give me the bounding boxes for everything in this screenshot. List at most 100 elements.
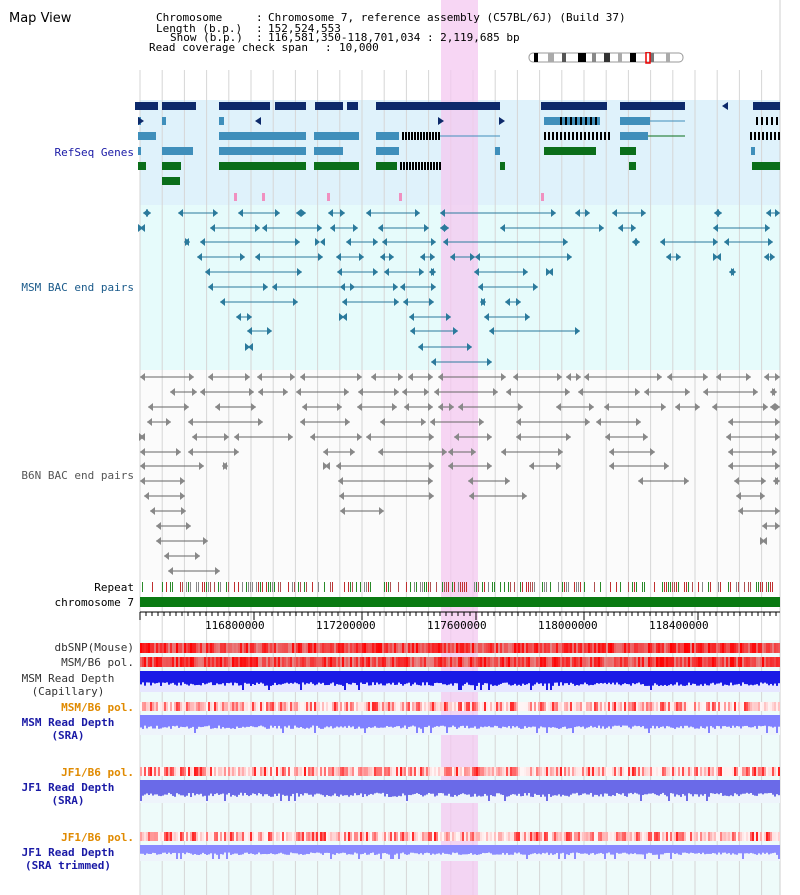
gene-feature — [620, 102, 685, 110]
heat-cell — [212, 702, 214, 711]
bac-end — [398, 373, 403, 381]
heat-cell — [202, 657, 204, 667]
chromosome-ideogram[interactable] — [528, 52, 686, 64]
track-label-msm-bac[interactable]: MSM BAC end pairs — [21, 281, 134, 294]
heat-cell — [720, 657, 722, 667]
depth-bar — [524, 780, 526, 794]
track-label-jf1-pol-2[interactable]: JF1/B6 pol. — [61, 831, 134, 844]
bac-end — [394, 388, 399, 396]
track-label-chromosome[interactable]: chromosome 7 — [54, 596, 134, 609]
track-label-jf1-pol[interactable]: JF1/B6 pol. — [61, 766, 134, 779]
track-label-dbsnp[interactable]: dbSNP(Mouse) — [54, 641, 134, 654]
bac-end — [389, 253, 394, 261]
bac-end — [379, 507, 384, 515]
track-label-msm-pol-2[interactable]: MSM/B6 pol. — [61, 701, 134, 714]
heat-cell — [718, 767, 720, 776]
heat-cell — [682, 832, 684, 841]
depth-bar — [632, 715, 634, 727]
heat-cell — [526, 702, 528, 711]
depth-bar — [460, 845, 462, 855]
heat-cell — [568, 832, 570, 841]
heat-cell — [550, 767, 552, 776]
depth-bar — [362, 671, 364, 684]
bac-end — [643, 433, 648, 441]
depth-bar — [718, 671, 720, 684]
heat-cell — [608, 657, 610, 667]
depth-bar — [542, 780, 544, 795]
heat-cell — [376, 767, 378, 776]
depth-bar — [616, 715, 618, 726]
track-label-repeat[interactable]: Repeat — [94, 581, 134, 594]
depth-bar — [306, 845, 308, 854]
depth-bar — [412, 671, 414, 685]
depth-bar — [356, 780, 358, 796]
selection-highlight[interactable] — [441, 0, 478, 895]
track-label-refseq[interactable]: RefSeq Genes — [54, 146, 134, 159]
depth-bar — [434, 715, 436, 727]
bac-end — [380, 253, 385, 261]
heat-cell — [602, 702, 604, 711]
bac-end — [339, 313, 344, 321]
heat-cell — [342, 832, 344, 841]
depth-bar — [614, 715, 616, 726]
heat-cell — [556, 643, 558, 653]
depth-bar — [666, 845, 668, 853]
track-label-msm-depth-cap[interactable]: MSM Read Depth (Capillary) — [0, 672, 136, 698]
depth-bar — [772, 671, 774, 686]
depth-bar — [318, 715, 320, 728]
heat-cell — [726, 832, 728, 841]
heat-cell — [170, 832, 172, 841]
heat-cell — [214, 657, 216, 667]
depth-bar — [532, 780, 534, 797]
track-label-msm-depth-sra[interactable]: MSM Read Depth (SRA) — [0, 716, 136, 742]
heat-cell — [544, 767, 546, 776]
repeat-mark — [226, 582, 227, 592]
heat-cell — [262, 643, 264, 653]
heat-cell — [464, 657, 466, 667]
heat-cell — [628, 702, 630, 711]
heat-cell — [386, 832, 388, 841]
depth-bar — [144, 715, 146, 726]
track-label-msm-pol[interactable]: MSM/B6 pol. — [61, 656, 134, 669]
heat-cell — [762, 832, 764, 841]
gene-feature — [560, 132, 562, 140]
heat-cell — [702, 643, 704, 653]
repeat-mark — [352, 582, 353, 592]
heat-cell — [674, 767, 676, 776]
depth-bar — [462, 715, 464, 726]
repeat-mark — [366, 582, 367, 592]
heat-cell — [490, 767, 492, 776]
depth-bar — [430, 845, 432, 855]
depth-bar — [232, 715, 234, 729]
heat-cell — [394, 832, 396, 841]
heat-cell — [518, 657, 520, 667]
track-label-jf1-depth-trim[interactable]: JF1 Read Depth (SRA trimmed) — [0, 846, 136, 872]
heat-cell — [568, 767, 570, 776]
depth-bar — [586, 671, 588, 685]
track-label-b6n-bac[interactable]: B6N BAC end pairs — [21, 469, 134, 482]
heat-cell — [412, 832, 414, 841]
heat-cell — [258, 767, 260, 776]
depth-bar — [176, 671, 178, 686]
heat-cell — [516, 767, 518, 776]
heat-cell — [748, 643, 750, 653]
heat-cell — [316, 767, 318, 776]
heat-cell — [718, 832, 720, 841]
track-label-jf1-depth-sra[interactable]: JF1 Read Depth (SRA) — [0, 781, 136, 807]
length-sep: : — [256, 22, 263, 35]
depth-bar — [758, 845, 760, 854]
jf1-depth-sra-line1: JF1 Read Depth — [21, 781, 115, 794]
depth-bar — [540, 780, 542, 797]
heat-cell — [648, 643, 650, 653]
heat-cell — [686, 767, 688, 776]
depth-bar — [774, 845, 776, 853]
heat-cell — [460, 702, 462, 711]
depth-bar — [148, 845, 150, 854]
heat-cell — [678, 767, 680, 776]
heat-cell — [572, 702, 574, 711]
heat-cell — [572, 643, 574, 653]
depth-bar — [176, 845, 178, 859]
depth-bar — [440, 671, 442, 683]
heat-cell — [178, 832, 180, 841]
